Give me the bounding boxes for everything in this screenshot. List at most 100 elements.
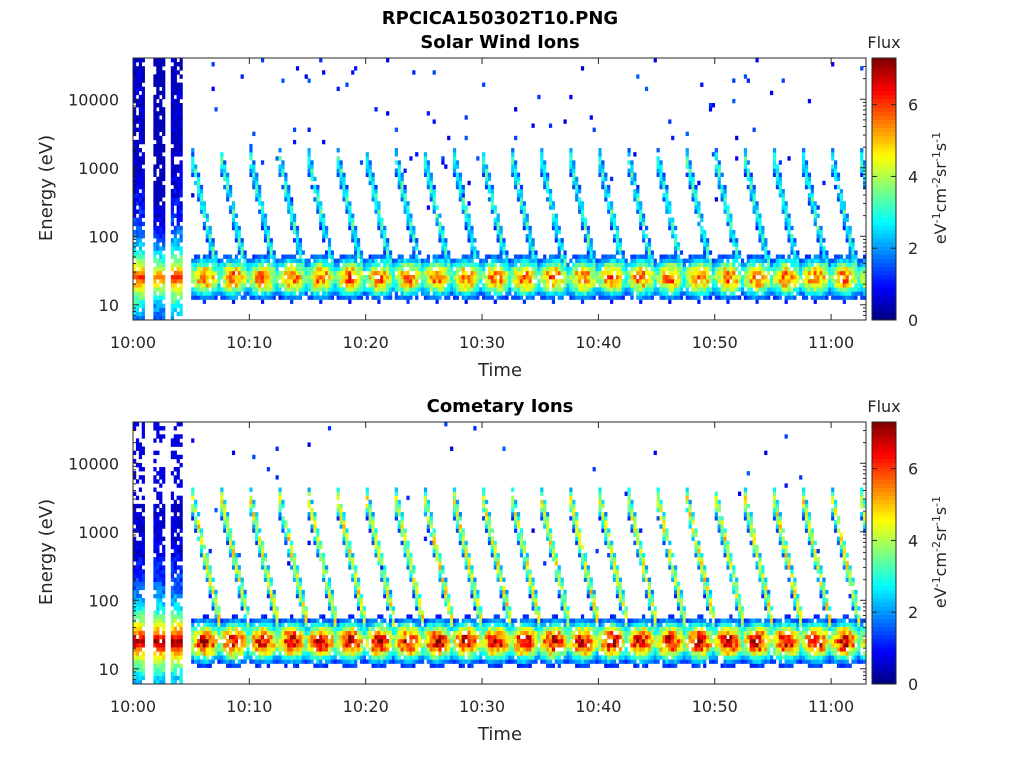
heatmap-cell xyxy=(156,115,160,120)
heatmap-cell xyxy=(543,172,547,178)
heatmap-cell xyxy=(153,201,157,206)
heatmap-cell xyxy=(583,295,588,300)
heatmap-cell xyxy=(191,630,195,636)
heatmap-cell xyxy=(196,266,201,272)
heatmap-cell xyxy=(694,205,698,210)
heatmap-cell xyxy=(339,160,343,165)
heatmap-cell xyxy=(435,258,439,263)
heatmap-cell xyxy=(141,270,145,276)
heatmap-cell xyxy=(141,475,145,480)
heatmap-cell xyxy=(807,270,812,276)
heatmap-cell xyxy=(758,287,762,292)
heatmap-cell xyxy=(598,266,602,272)
heatmap-cell xyxy=(258,197,262,202)
heatmap-cell xyxy=(345,270,349,276)
heatmap-cell xyxy=(807,201,812,206)
heatmap-cell xyxy=(173,201,177,206)
heatmap-cell xyxy=(470,274,474,280)
heatmap-cell xyxy=(752,291,756,296)
heatmap-cell xyxy=(176,573,180,578)
heatmap-cell xyxy=(284,180,288,186)
heatmap-cell xyxy=(304,266,308,272)
heatmap-cell xyxy=(159,614,163,619)
heatmap-cell xyxy=(615,266,620,272)
heatmap-cell xyxy=(272,295,276,300)
heatmap-cell xyxy=(784,291,788,296)
heatmap-cell xyxy=(636,197,640,202)
heatmap-cell xyxy=(307,172,311,178)
heatmap-cell xyxy=(234,291,239,296)
heatmap-cell xyxy=(133,503,137,509)
heatmap-cell xyxy=(141,544,145,550)
heatmap-cell xyxy=(467,229,471,235)
heatmap-cell xyxy=(266,238,271,243)
heatmap-cell xyxy=(153,610,157,615)
heatmap-cell xyxy=(214,258,218,263)
heatmap-cell xyxy=(156,626,160,632)
heatmap-cell xyxy=(231,262,236,268)
heatmap-cell xyxy=(301,258,305,263)
heatmap-cell xyxy=(176,299,180,304)
heatmap-cell xyxy=(409,234,413,239)
heatmap-cell xyxy=(179,434,183,439)
heatmap-cell xyxy=(173,679,177,685)
heatmap-cell xyxy=(700,270,704,276)
heatmap-cell xyxy=(386,258,390,263)
heatmap-cell xyxy=(487,270,492,276)
heatmap-cell xyxy=(493,254,497,259)
heatmap-cell xyxy=(790,262,794,268)
heatmap-cell xyxy=(371,184,375,190)
heatmap-cell xyxy=(423,274,428,280)
heatmap-cell xyxy=(135,115,140,120)
x-tick-label: 10:30 xyxy=(459,333,505,352)
heatmap-cell xyxy=(345,209,349,214)
heatmap-cell xyxy=(138,184,143,190)
heatmap-cell xyxy=(153,507,157,513)
heatmap-cell xyxy=(135,671,140,677)
heatmap-cell xyxy=(770,279,774,284)
heatmap-cell xyxy=(179,483,183,488)
heatmap-cell xyxy=(551,283,556,288)
heatmap-cell xyxy=(133,295,137,300)
heatmap-cell xyxy=(423,172,428,178)
heatmap-cell xyxy=(252,184,256,190)
heatmap-cell xyxy=(514,172,518,178)
heatmap-cell xyxy=(557,225,561,231)
heatmap-cell xyxy=(787,274,791,280)
heatmap-cell xyxy=(685,283,689,288)
heatmap-cell xyxy=(339,279,343,284)
heatmap-cell xyxy=(612,279,617,284)
heatmap-cell xyxy=(694,201,698,206)
heatmap-cell xyxy=(778,295,782,300)
heatmap-cell xyxy=(135,606,140,611)
heatmap-cell xyxy=(327,246,332,251)
heatmap-cell xyxy=(420,258,425,263)
heatmap-cell xyxy=(636,266,640,272)
heatmap-cell xyxy=(156,270,160,276)
heatmap-cell xyxy=(682,291,686,296)
heatmap-cell xyxy=(173,274,177,280)
heatmap-cell xyxy=(135,103,140,108)
heatmap-cell xyxy=(662,172,666,178)
heatmap-cell xyxy=(208,246,212,251)
heatmap-cell xyxy=(650,279,654,284)
heatmap-cell xyxy=(156,634,160,640)
heatmap-cell xyxy=(386,279,390,284)
heatmap-cell xyxy=(761,291,765,296)
heatmap-cell xyxy=(176,614,180,619)
heatmap-cell xyxy=(380,291,384,296)
heatmap-cell xyxy=(412,234,416,239)
heatmap-cell xyxy=(636,254,640,259)
heatmap-cell xyxy=(621,291,625,296)
heatmap-cell xyxy=(377,287,381,292)
heatmap-cell xyxy=(429,193,433,198)
heatmap-cell xyxy=(755,217,759,223)
heatmap-cell xyxy=(441,238,445,243)
heatmap-cell xyxy=(793,279,797,284)
heatmap-cell xyxy=(435,213,439,218)
heatmap-cell xyxy=(234,229,239,235)
heatmap-cell xyxy=(179,270,183,276)
heatmap-cell xyxy=(534,283,538,288)
heatmap-cell xyxy=(351,234,355,239)
